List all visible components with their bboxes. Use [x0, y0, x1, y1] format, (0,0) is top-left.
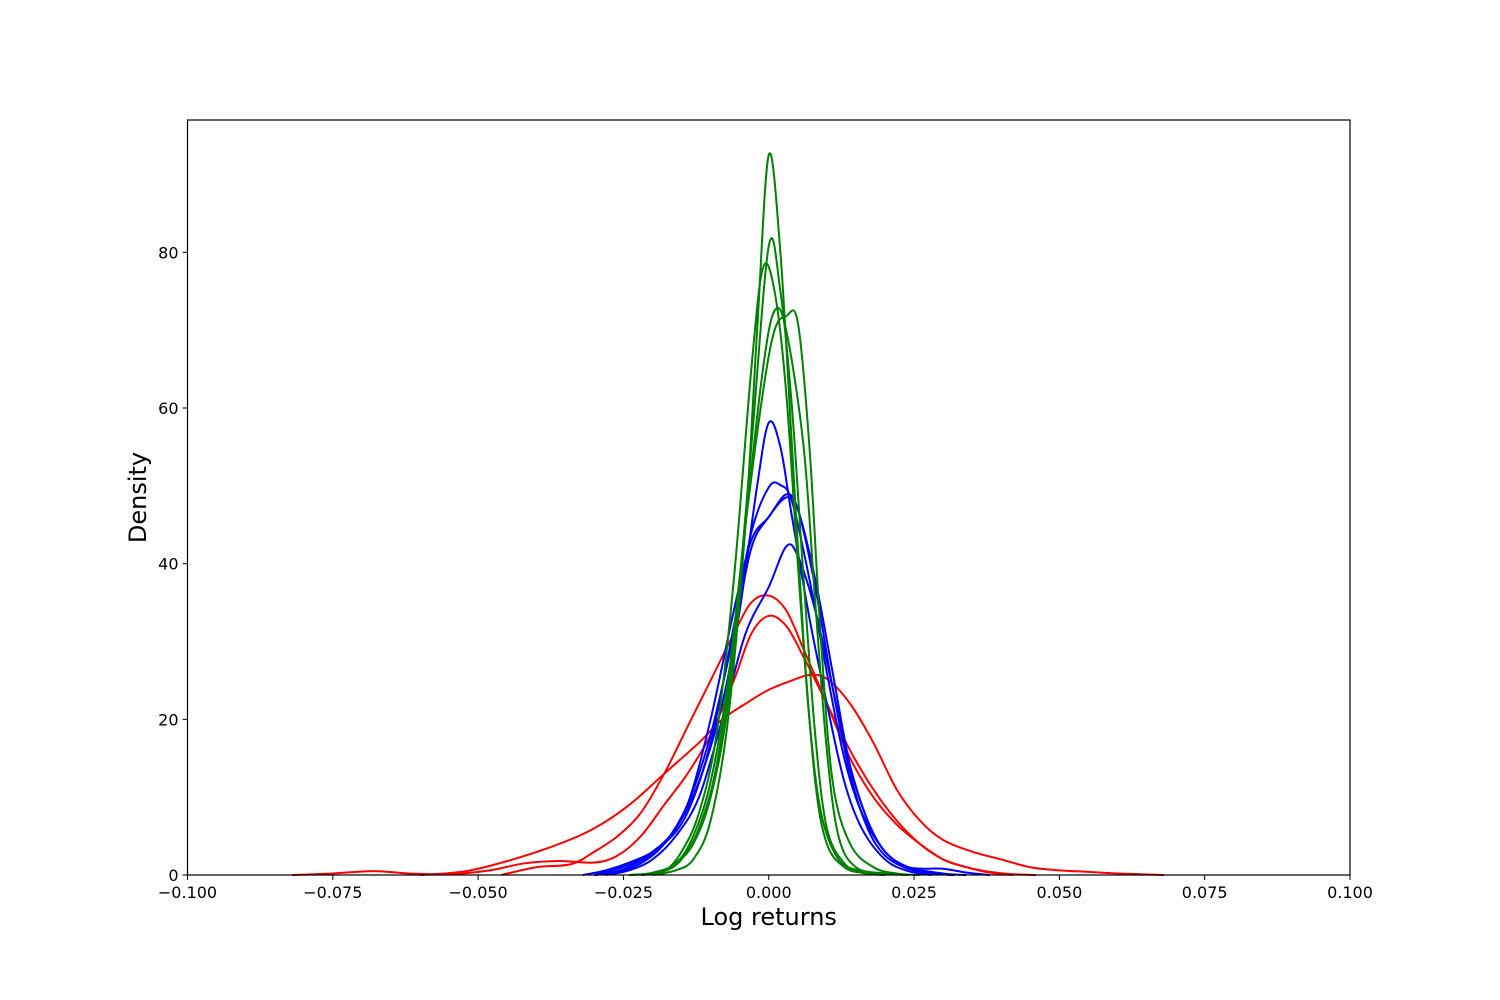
y-tick-label: 20: [158, 710, 178, 729]
x-tick-label: 0.000: [746, 883, 792, 902]
y-tick-label: 0: [168, 866, 178, 885]
density-line-blue-4: [582, 420, 932, 876]
density-line-green-12: [629, 306, 909, 876]
density-line-blue-8: [594, 495, 955, 876]
density-line-red-3: [501, 594, 1013, 876]
x-axis-ticks: −0.100 −0.075 −0.050 −0.025 0.000 0.025 0.050 0…: [158, 875, 1373, 902]
density-line-green-10: [640, 237, 886, 876]
y-tick-label: 60: [158, 399, 178, 418]
density-line-green-9: [652, 152, 886, 876]
x-tick-label: 0.075: [1182, 883, 1228, 902]
x-tick-label: 0.025: [891, 883, 937, 902]
x-tick-label: 0.100: [1327, 883, 1373, 902]
y-tick-label: 80: [158, 243, 178, 262]
y-axis-ticks: 0 20 40 60 80: [158, 243, 188, 885]
x-tick-label: −0.075: [303, 883, 362, 902]
density-line-red-2: [419, 673, 1165, 876]
x-axis-label: Log returns: [701, 903, 837, 931]
x-tick-label: −0.100: [158, 883, 217, 902]
density-line-green-13: [629, 309, 920, 876]
series-layer: [292, 152, 1165, 876]
x-tick-label: −0.025: [594, 883, 653, 902]
x-tick-label: 0.050: [1036, 883, 1082, 902]
y-tick-label: 40: [158, 555, 178, 574]
density-line-blue-7: [605, 543, 967, 876]
x-tick-label: −0.050: [449, 883, 508, 902]
y-axis-label: Density: [124, 452, 152, 543]
density-line-green-11: [640, 262, 886, 876]
